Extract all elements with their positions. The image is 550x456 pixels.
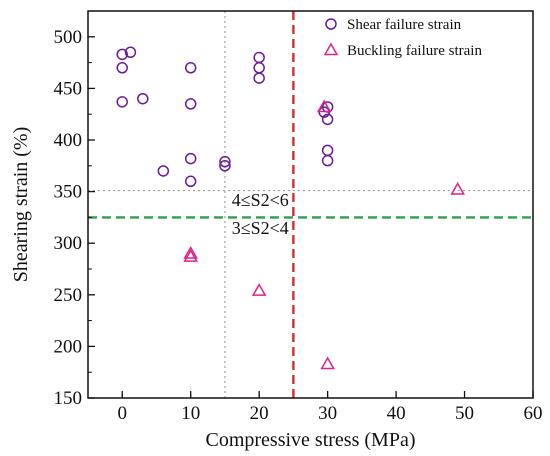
annotation-s2-3-4: 3≤S2<4 bbox=[232, 218, 289, 238]
x-axis-title: Compressive stress (MPa) bbox=[206, 429, 416, 451]
data-point-shear bbox=[124, 46, 137, 59]
plot-frame bbox=[87, 10, 534, 399]
legend: Shear failure strain Buckling failure st… bbox=[323, 17, 482, 59]
data-point-shear bbox=[321, 144, 334, 157]
legend-label-buckling: Buckling failure strain bbox=[347, 43, 482, 59]
annotation-s2-4-6: 4≤S2<6 bbox=[232, 190, 289, 210]
y-tick-label: 350 bbox=[54, 182, 83, 203]
y-tick-label: 250 bbox=[54, 285, 83, 306]
data-point-shear bbox=[184, 98, 197, 110]
data-point-buckling bbox=[251, 283, 267, 296]
y-tick-label: 300 bbox=[54, 233, 83, 254]
x-tick-label: 10 bbox=[181, 403, 200, 424]
y-tick-label: 150 bbox=[54, 388, 83, 409]
y-tick-label: 500 bbox=[54, 27, 83, 48]
data-point-shear bbox=[184, 175, 197, 188]
x-tick-label: 40 bbox=[387, 403, 406, 424]
data-point-buckling bbox=[183, 246, 198, 259]
data-point-shear bbox=[253, 51, 265, 64]
data-point-shear bbox=[184, 152, 197, 165]
data-point-shear bbox=[321, 113, 334, 126]
data-point-buckling bbox=[450, 182, 465, 195]
data-points bbox=[116, 46, 465, 370]
legend-circle-marker bbox=[325, 18, 337, 30]
legend-marker-buckling bbox=[323, 42, 339, 56]
x-tick-label: 0 bbox=[117, 403, 127, 424]
data-point-shear bbox=[137, 92, 149, 105]
data-point-shear bbox=[157, 165, 170, 177]
data-point-shear bbox=[321, 154, 334, 167]
data-point-shear bbox=[184, 62, 197, 74]
legend-marker-shear bbox=[325, 18, 337, 30]
x-tick-label: 50 bbox=[455, 403, 474, 424]
y-tick-label: 450 bbox=[54, 78, 83, 99]
x-tick-label: 60 bbox=[524, 403, 543, 424]
data-point-buckling bbox=[316, 99, 332, 113]
data-point-buckling bbox=[183, 249, 198, 262]
axis-ticks: 0 10 20 30 40 50 60 150 200 250 300 350 400 450 500 bbox=[54, 27, 543, 424]
legend-label-shear: Shear failure strain bbox=[347, 17, 462, 33]
legend-triangle-marker bbox=[323, 42, 339, 56]
data-point-buckling bbox=[320, 356, 335, 370]
reference-lines bbox=[88, 11, 533, 398]
data-point-shear bbox=[253, 62, 265, 74]
data-point-shear bbox=[219, 160, 231, 172]
y-tick-label: 400 bbox=[54, 130, 83, 151]
y-tick-label: 200 bbox=[54, 336, 83, 357]
data-point-shear bbox=[253, 72, 265, 84]
data-point-shear bbox=[219, 155, 231, 168]
x-tick-label: 30 bbox=[318, 403, 337, 424]
x-tick-label: 20 bbox=[250, 403, 269, 424]
data-point-shear bbox=[116, 48, 128, 61]
data-point-shear bbox=[116, 96, 128, 108]
y-axis-title: Shearing strain (%) bbox=[10, 127, 32, 283]
data-point-shear bbox=[116, 62, 128, 74]
